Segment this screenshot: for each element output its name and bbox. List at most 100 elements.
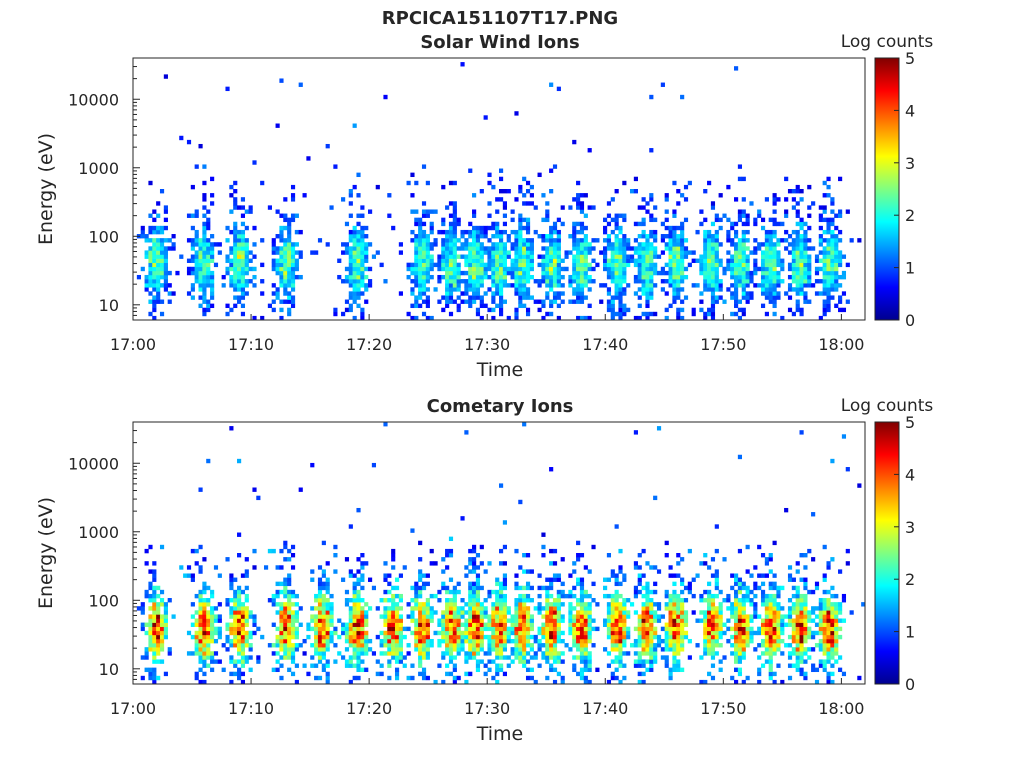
spectrogram-cell [167,246,172,251]
spectrogram-cell [483,274,488,280]
spectrogram-cell [468,602,473,607]
spectrogram-cell [653,581,658,587]
spectrogram-cell [283,577,288,582]
spectrogram-cell [707,180,712,186]
spectrogram-cell [518,246,523,251]
spectrogram-cell [475,229,481,235]
spectrogram-cell [614,266,619,272]
spectrogram-cell [826,634,831,640]
spectrogram-cell [722,622,727,627]
spectrogram-cell [768,295,773,300]
spectrogram-cell [368,266,373,272]
spectrogram-cell [830,209,835,214]
spectrogram-cell [541,630,546,636]
spectrogram-cell [499,593,504,599]
spectrogram-cell [237,606,242,611]
spectrogram-cell [337,258,342,263]
spectrogram-cell [737,299,743,304]
spectrogram-cell [240,634,246,640]
spectrogram-cell [633,274,638,280]
spectrogram-cell [202,557,207,562]
spectrogram-cell [807,274,812,280]
spectrogram-cell [495,630,500,636]
spectrogram-cell [275,291,280,296]
spectrogram-cell [425,675,430,681]
spectrogram-cell [418,659,423,664]
spectrogram-cell [687,250,692,255]
spectrogram-cell [194,258,199,263]
spectrogram-cell [734,303,739,309]
spectrogram-cell [668,274,673,280]
spectrogram-cell [587,618,592,623]
spectrogram-cell [491,254,496,259]
spectrogram-cell [710,663,716,668]
spectrogram-cell [618,655,623,660]
spectrogram-cell [260,262,265,268]
spectrogram-cell [734,242,739,247]
spectrogram-cell [610,622,615,627]
spectrogram-cell [452,585,457,591]
spectrogram-cell [568,274,573,280]
spectrogram-cell [822,651,827,656]
spectrogram-cell [606,663,612,668]
spectrogram-cell [664,655,669,660]
spectrogram-cell [583,659,588,664]
spectrogram-cell [707,634,712,640]
spectrogram-cell [364,614,369,619]
spectrogram-cell [668,254,673,259]
spectrogram-cell [552,279,558,284]
spectrogram-cell [452,270,457,276]
spectrogram-cell [229,622,234,627]
spectrogram-cell [722,655,727,660]
spectrogram-cell [290,614,296,619]
spectrogram-cell [468,283,473,288]
spectrogram-cell [622,622,627,627]
spectrogram-cell [560,299,565,304]
spectrogram-cell [849,238,854,243]
spectrogram-cell [283,655,288,660]
spectrogram-cell [764,266,769,272]
spectrogram-cell [549,254,554,259]
spectrogram-cell [368,647,373,652]
spectrogram-cell [360,254,365,259]
spectrogram-cell [290,610,296,615]
spectrogram-cell [437,622,442,627]
spectrogram-cell [703,258,708,263]
spectrogram-cell [576,577,581,582]
spectrogram-cell [768,299,773,304]
spectrogram-cell [479,242,484,247]
spectrogram-cell [672,602,677,607]
spectrogram-cell [152,229,157,235]
spectrogram-cell [468,246,473,251]
spectrogram-cell [475,622,481,627]
spectrogram-cell [287,626,292,632]
spectrogram-cell [194,610,199,615]
spectrogram-cell [460,279,465,284]
spectrogram-cell [668,598,673,603]
spectrogram-cell [445,250,450,255]
spectrogram-cell [206,647,211,652]
spectrogram-cell [287,291,292,296]
spectrogram-cell [826,630,831,636]
spectrogram-cell [760,262,766,268]
x-tick-label: 17:20 [346,335,392,354]
spectrogram-cell [156,634,161,640]
spectrogram-cell [171,291,176,296]
spectrogram-cell [518,274,523,280]
spectrogram-cell [525,593,531,599]
spectrogram-cell [418,643,423,648]
spectrogram-cell [283,262,288,268]
spectrogram-cell [290,197,296,202]
spectrogram-cell [649,295,654,300]
spectrogram-cell [499,168,504,173]
spectrogram-cell [826,225,831,231]
spectrogram-cell [229,614,234,619]
spectrogram-cell [364,254,369,259]
spectrogram-cell [233,659,238,664]
spectrogram-cell [506,234,511,239]
spectrogram-cell [483,225,488,231]
spectrogram-cell [206,270,211,276]
spectrogram-cell [194,266,199,272]
spectrogram-cell [776,270,781,276]
spectrogram-cell [741,618,746,623]
